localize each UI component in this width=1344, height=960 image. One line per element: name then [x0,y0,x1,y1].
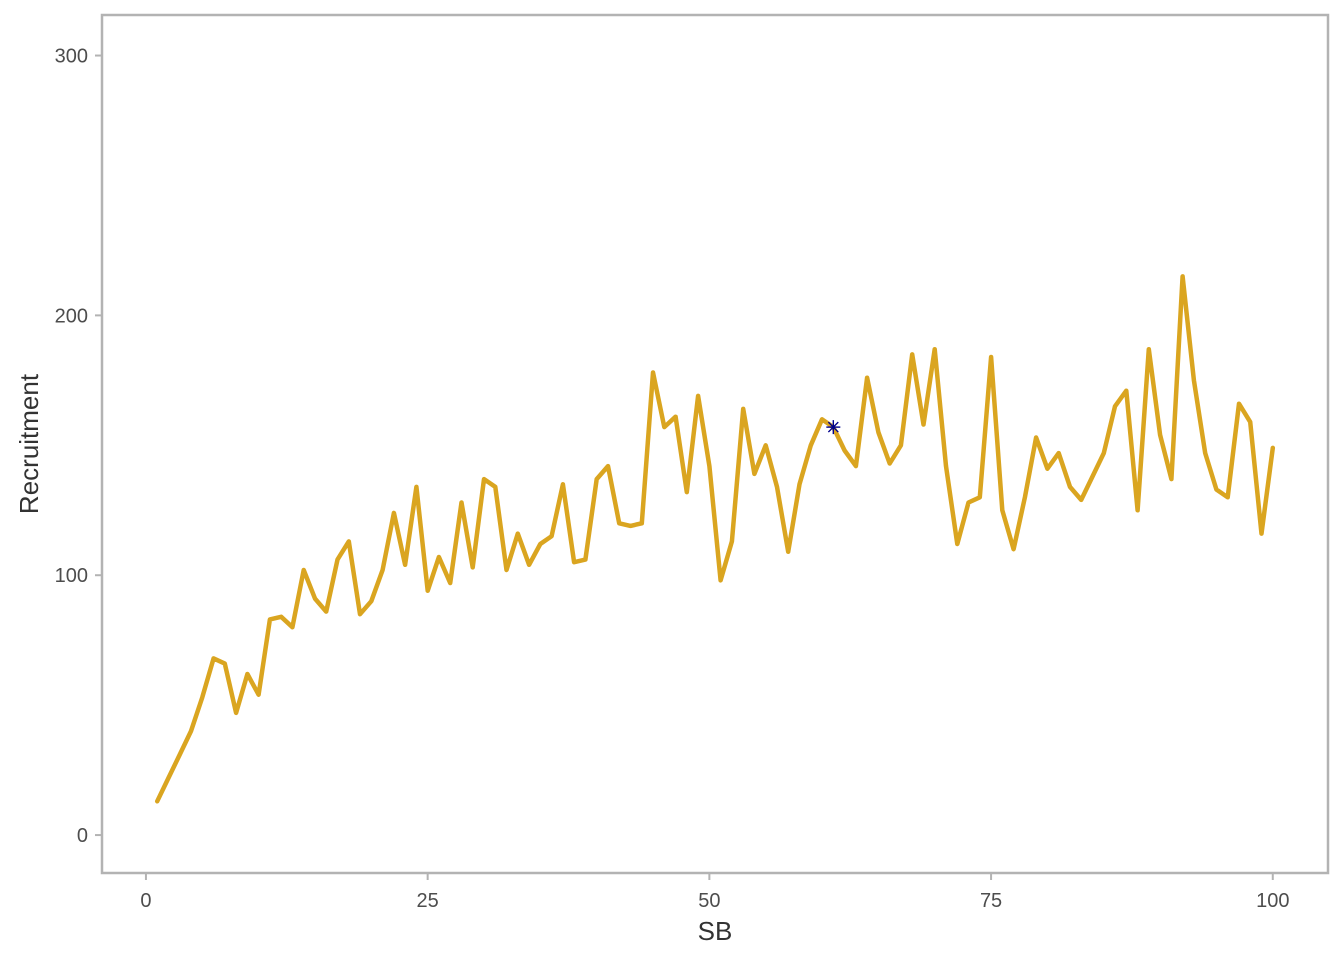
x-tick-label: 100 [1256,890,1289,912]
highlight-marker-layer [826,420,841,435]
marker-stroke [827,421,839,433]
x-tick-label: 75 [980,890,1002,912]
y-axis-ticks: 0 100 200 300 [55,46,102,847]
y-tick-label: 100 [55,565,88,587]
x-axis-title: SB [698,916,733,946]
x-tick-label: 0 [140,890,151,912]
x-axis-ticks: 0 25 50 75 100 [140,873,1289,912]
y-axis-title: Recruitment [14,373,44,514]
series-layer [154,274,1276,804]
highlight-point-marker [826,420,841,435]
y-tick-label: 300 [55,46,88,68]
y-tick-label: 200 [55,305,88,327]
recruitment-line [154,274,1276,804]
x-tick-label: 25 [417,890,439,912]
panel-border [100,13,1330,875]
x-tick-label: 50 [698,890,720,912]
y-tick-label: 0 [77,825,88,847]
